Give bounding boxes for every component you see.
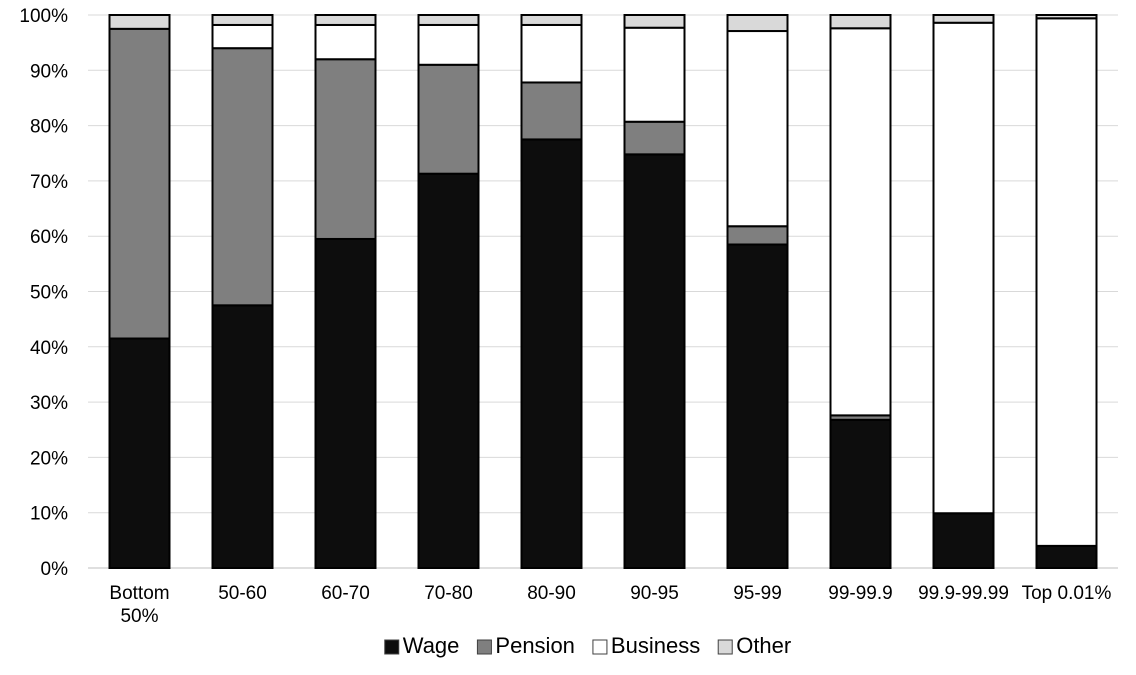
bar-segment-wage: [314, 237, 377, 569]
bar-segment-other: [108, 14, 171, 30]
bar-segment-business: [417, 23, 480, 66]
bar-segment-business: [829, 27, 892, 417]
legend-label: Wage: [403, 633, 460, 658]
bar-stack: [314, 14, 377, 569]
y-tick-label: 30%: [30, 393, 68, 414]
y-tick-label: 70%: [30, 172, 68, 193]
bar-segment-other: [623, 14, 686, 29]
bar-segment-pension: [623, 120, 686, 156]
x-axis-ticks: Bottom 50% 50-60 60-70 70-80 80-90 90-95 95-99 9…: [109, 583, 1111, 627]
bar-segment-business: [314, 23, 377, 61]
bar-segment-wage: [108, 337, 171, 569]
bar-stack: [520, 14, 583, 570]
bar-segment-business: [520, 23, 583, 84]
bar-stack: [623, 14, 686, 570]
bar-segment-other: [417, 14, 480, 26]
bars: [108, 14, 1098, 570]
y-tick-label: 40%: [30, 338, 68, 359]
bar-stack: [211, 14, 274, 569]
bar-stack: [829, 14, 892, 569]
x-category-label: 80-90: [527, 583, 576, 604]
legend-item-other: Other: [717, 633, 791, 658]
x-category-label: 99.9-99.99: [918, 583, 1009, 604]
legend-label: Other: [736, 633, 791, 658]
bar-segment-business: [623, 26, 686, 123]
bar-segment-business: [932, 21, 995, 515]
y-tick-label: 80%: [30, 117, 68, 138]
bar-segment-pension: [726, 225, 789, 246]
bar-stack: [108, 14, 171, 569]
bar-segment-pension: [417, 63, 480, 175]
y-axis-ticks: 0% 10% 20% 30% 40% 50% 60% 70% 80% 90% 100%: [19, 6, 68, 580]
bar-segment-wage: [829, 418, 892, 569]
bar-segment-wage: [1035, 544, 1098, 570]
bar-segment-business: [211, 23, 274, 50]
x-category-label: 60-70: [321, 583, 370, 604]
bar-segment-other: [1035, 14, 1098, 20]
y-tick-label: 20%: [30, 448, 68, 469]
legend-swatch: [592, 639, 608, 655]
bar-stack: [417, 14, 480, 569]
bar-segment-other: [726, 14, 789, 33]
x-category-label: Top 0.01%: [1022, 583, 1112, 604]
bar-segment-pension: [520, 81, 583, 141]
bar-segment-other: [211, 14, 274, 26]
y-tick-label: 100%: [19, 6, 68, 27]
bar-segment-wage: [623, 153, 686, 570]
y-tick-label: 50%: [30, 283, 68, 304]
y-tick-label: 60%: [30, 227, 68, 248]
bar-segment-business: [726, 30, 789, 228]
bar-stack: [726, 14, 789, 569]
bar-segment-other: [520, 14, 583, 26]
bar-segment-wage: [726, 243, 789, 569]
y-tick-label: 10%: [30, 504, 68, 525]
x-category-label: 50-60: [218, 583, 267, 604]
legend-label: Pension: [495, 633, 575, 658]
bar-segment-wage: [211, 304, 274, 569]
bar-segment-business: [1035, 17, 1098, 547]
bar-segment-wage: [417, 172, 480, 569]
x-category-label: 90-95: [630, 583, 679, 604]
bar-stack: [1035, 14, 1098, 570]
x-category-label: 70-80: [424, 583, 473, 604]
x-category-label: 95-99: [733, 583, 782, 604]
bar-segment-other: [829, 14, 892, 30]
bar-segment-other: [314, 14, 377, 26]
y-tick-label: 0%: [41, 559, 69, 580]
legend-swatch: [384, 639, 400, 655]
legend: Wage Pension Business Other: [384, 633, 791, 658]
bar-segment-wage: [932, 512, 995, 569]
legend-item-business: Business: [592, 633, 700, 658]
legend-label: Business: [611, 633, 700, 658]
bar-segment-pension: [108, 27, 171, 340]
legend-swatch: [717, 639, 733, 655]
legend-item-pension: Pension: [476, 633, 575, 658]
bar-segment-wage: [520, 138, 583, 570]
y-tick-label: 90%: [30, 61, 68, 82]
bar-segment-other: [932, 14, 995, 24]
x-category-label: Bottom 50%: [109, 583, 169, 627]
bar-segment-pension: [314, 58, 377, 240]
bar-segment-pension: [211, 47, 274, 307]
x-category-label: 99-99.9: [828, 583, 892, 604]
legend-item-wage: Wage: [384, 633, 460, 658]
legend-swatch: [476, 639, 492, 655]
bar-stack: [932, 14, 995, 569]
